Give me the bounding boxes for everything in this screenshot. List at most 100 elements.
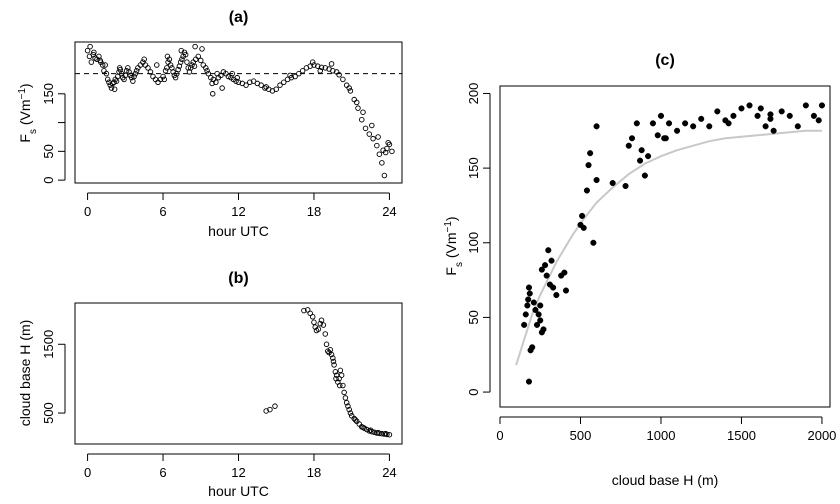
- data-point-b: [348, 413, 355, 419]
- data-point-b: [331, 362, 337, 368]
- y-label-sup-a: −1: [17, 88, 28, 100]
- data-point-c: [580, 224, 587, 231]
- data-point-a: [351, 96, 357, 103]
- data-point-a: [147, 69, 154, 75]
- data-point-a: [347, 88, 354, 94]
- data-point-c: [529, 344, 536, 351]
- data-point-a: [389, 148, 395, 155]
- x-axis-label-a: hour UTC: [208, 223, 269, 239]
- data-point-a: [145, 65, 151, 71]
- data-point-c: [548, 257, 555, 264]
- data-point-a: [229, 70, 235, 77]
- data-point-a: [111, 86, 118, 92]
- data-point-b: [311, 319, 317, 326]
- data-point-a: [273, 86, 279, 92]
- data-point-c: [674, 127, 681, 134]
- x-tick-label-b: 0: [84, 465, 91, 480]
- plot-frame-a: [74, 41, 403, 184]
- data-point-a: [317, 68, 324, 74]
- data-point-b: [340, 382, 346, 389]
- data-point-a: [355, 105, 361, 111]
- data-point-a: [141, 56, 147, 63]
- data-point-a: [234, 74, 240, 81]
- x-tick-label-a: 18: [307, 204, 321, 219]
- data-point-c: [585, 162, 592, 169]
- fit-curve-c: [515, 129, 822, 366]
- x-tick-label-c: 1000: [647, 428, 676, 443]
- data-point-c: [662, 135, 669, 142]
- data-point-a: [164, 53, 171, 60]
- data-point-c: [562, 287, 570, 294]
- data-point-a: [375, 134, 381, 140]
- data-point-a: [167, 62, 174, 68]
- data-point-a: [362, 125, 369, 132]
- data-point-a: [258, 82, 264, 88]
- data-point-c: [525, 378, 533, 385]
- data-point-b: [323, 341, 330, 348]
- data-point-a: [195, 53, 202, 60]
- data-point-b: [345, 403, 351, 409]
- plot-frame-b: [74, 302, 403, 445]
- data-point-c: [802, 102, 809, 109]
- y-label-main-c: F: [443, 267, 459, 276]
- y-axis-label-b: cloud base H (m): [17, 320, 33, 427]
- data-point-a: [204, 68, 210, 74]
- data-point-a: [340, 76, 346, 83]
- data-point-a: [132, 70, 139, 77]
- data-point-a: [359, 116, 365, 123]
- data-point-c: [754, 112, 761, 119]
- y-axis-label-a: Fs (Vm−1): [17, 83, 39, 142]
- data-point-b: [336, 382, 343, 389]
- y-label-unit-c: (Vm: [443, 232, 459, 262]
- data-point-a: [292, 73, 298, 80]
- data-point-a: [214, 70, 220, 77]
- x-tick-label-a: 0: [84, 204, 91, 219]
- data-point-c: [533, 321, 541, 328]
- data-point-b: [367, 427, 374, 433]
- y-label-close-a: ): [17, 83, 33, 88]
- data-point-b: [343, 399, 350, 406]
- data-point-c: [543, 272, 550, 279]
- data-point-c: [725, 120, 732, 127]
- data-point-b: [322, 331, 329, 337]
- y-tick-label-b: 1500: [41, 330, 56, 359]
- data-point-a: [192, 56, 199, 63]
- x-axis-label-c: cloud base H (m): [612, 472, 719, 488]
- data-point-c: [579, 212, 586, 219]
- data-point-b: [309, 314, 316, 320]
- y-tick-label-b: 500: [41, 402, 56, 424]
- data-point-a: [102, 62, 108, 68]
- data-point-a: [140, 59, 146, 65]
- data-point-a: [189, 62, 195, 68]
- data-point-a: [99, 62, 106, 68]
- data-point-c: [770, 127, 777, 134]
- data-point-b: [317, 320, 324, 327]
- panel-b: (b) 0 6 12 18 24 hour UTC 500 1500 cloud base H (…: [17, 270, 403, 499]
- x-tick-label-c: 2000: [807, 428, 836, 443]
- data-point-a: [225, 73, 232, 80]
- data-point-a: [381, 172, 388, 179]
- data-point-c: [593, 123, 600, 130]
- data-point-a: [209, 80, 215, 87]
- data-point-c: [609, 179, 616, 187]
- data-point-a: [175, 66, 181, 73]
- data-point-a: [243, 82, 249, 88]
- data-point-a: [155, 79, 161, 86]
- data-point-c: [525, 296, 532, 303]
- data-point-a: [135, 65, 141, 71]
- data-point-c: [657, 112, 665, 119]
- data-point-b: [382, 430, 389, 437]
- data-point-b: [267, 406, 273, 413]
- data-point-a: [142, 62, 149, 68]
- data-point-c: [535, 311, 542, 318]
- data-point-a: [111, 79, 117, 86]
- data-point-c: [545, 247, 552, 254]
- y-label-sub-a: s: [28, 129, 39, 134]
- data-point-c: [714, 108, 721, 115]
- data-point-b: [346, 406, 352, 413]
- y-label-sup-c: −1: [443, 221, 454, 233]
- x-tick-label-b: 12: [231, 465, 245, 480]
- data-point-a: [133, 68, 140, 74]
- data-point-a: [360, 109, 366, 115]
